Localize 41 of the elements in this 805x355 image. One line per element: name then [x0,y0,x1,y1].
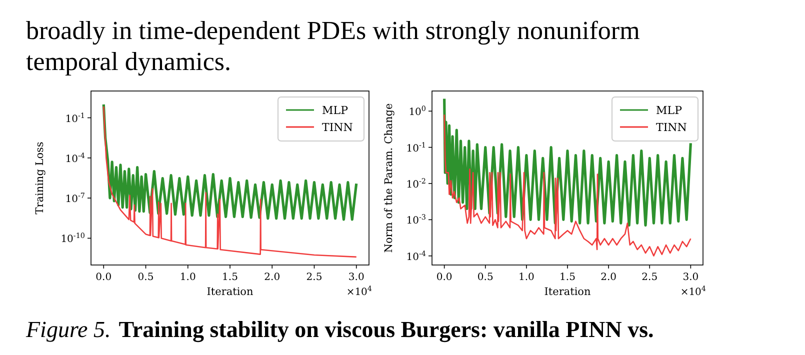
x-tick-label: 1.5 [222,272,238,283]
line-series [102,106,358,258]
x-tick-label: 3.0 [348,272,364,283]
x-tick-label: 2.5 [642,272,658,283]
x-tick-label: 2.0 [264,272,280,283]
x-tick-label: 1.0 [180,272,196,283]
caption: Figure 5. [25,317,111,342]
y-tick-label: 10$^{-4}$ [65,150,86,165]
text: ×10$^{4}$ [680,284,706,298]
x-tick-label: 1.5 [560,272,576,283]
x-tick-label: 2.0 [600,272,617,283]
legend-label: TINN [656,121,688,134]
y-tick-label: 10$^{-4}$ [406,248,426,263]
y-axis-title: Norm of the Param. Change [383,103,395,253]
x-tick-label: 1.0 [518,272,534,283]
y-tick-label: 10$^{-2}$ [406,176,426,191]
line-series [102,103,358,221]
text: temporal dynamics. [26,47,232,76]
x-tick-label: 3.0 [682,272,699,283]
x-tick-label: 0.0 [96,272,112,283]
legend-label: TINN [322,121,354,134]
y-tick-label: 10$^{-10}$ [60,230,86,246]
y-tick-label: 10$^{-1}$ [65,110,85,125]
legend-label: MLP [322,104,349,117]
x-axis-title: Iteration [544,286,591,298]
y-tick-label: 10$^{-7}$ [65,190,86,206]
text: broadly in time-dependent PDEs with strongly nonuniform [26,16,640,45]
y-tick-label: 10$^{-1}$ [406,140,426,154]
x-axis-title: Iteration [206,286,254,298]
y-tick-label: 10$^{0}$ [408,104,426,118]
text: Training stability on viscous Burgers: vanilla PINN vs. [118,317,654,343]
text: ×10$^{4}$ [346,284,372,298]
y-tick-label: 10$^{-3}$ [406,212,426,227]
line-series [443,97,692,227]
y-axis-title: Training Loss [34,142,46,214]
x-tick-label: 0.5 [138,272,154,283]
x-tick-label: 2.5 [306,272,322,283]
x-tick-label: 0.0 [436,272,452,283]
legend-label: MLP [656,104,683,117]
x-tick-label: 0.5 [477,272,494,283]
line-series [444,114,692,257]
